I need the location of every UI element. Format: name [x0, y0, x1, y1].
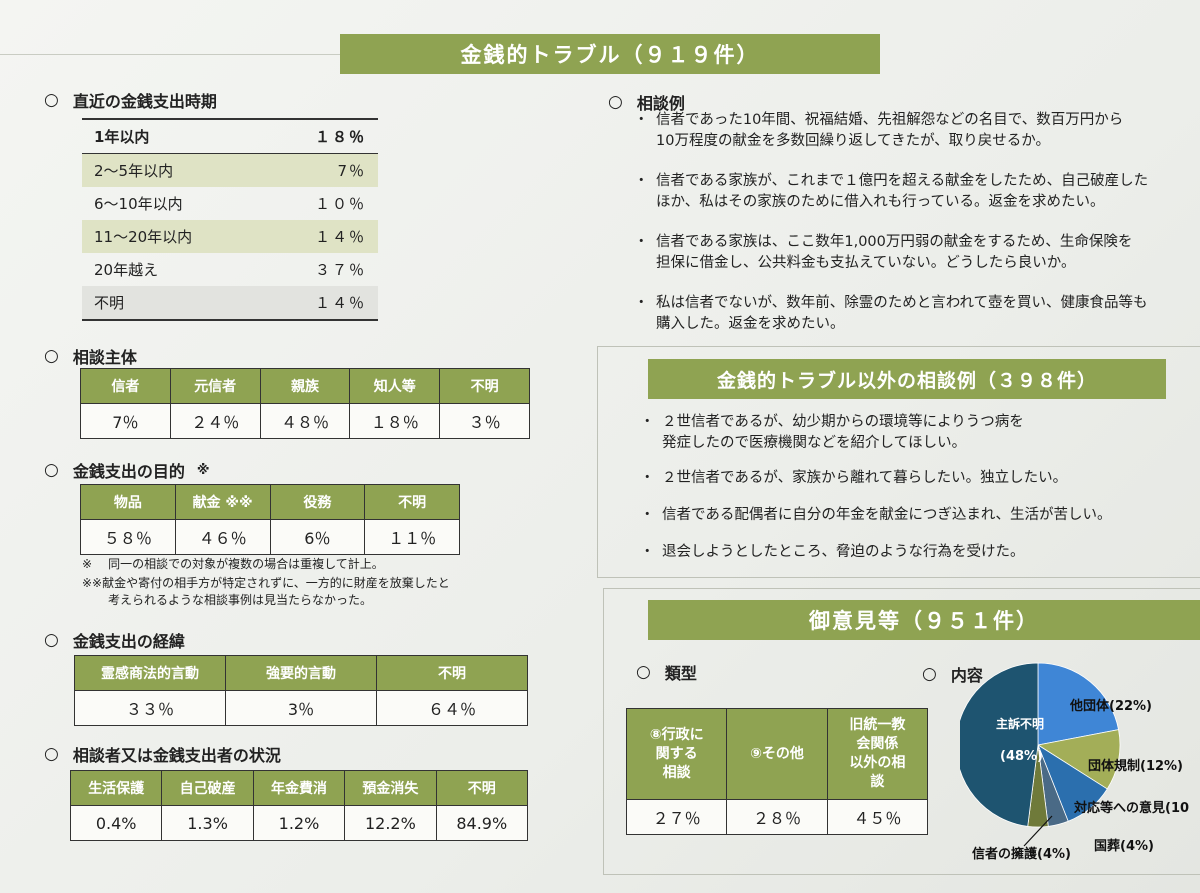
circle-bullet-icon: ○	[44, 630, 59, 650]
table-header-row: ⑧行政に 関する 相談 ⑨その他 旧統一教 会関係 以外の相 談	[625, 708, 929, 800]
leader-line	[1023, 815, 1053, 847]
subject-table: 信者 元信者 親族 知人等 不明 7％ ２４％ ４８％ １８％ ３％	[80, 368, 530, 439]
circle-bullet-icon: ○	[608, 92, 623, 112]
table-row: 7％ ２４％ ４８％ １８％ ３％	[80, 403, 530, 439]
table-row: ５８％ ４６％ 6％ １１％	[80, 519, 460, 555]
table-row: ３３％ 3％ ６４％	[74, 690, 528, 726]
table-row: 6～10年以内 １０％	[94, 195, 366, 213]
slice-label-response-opinion: 対応等への意見(10	[1073, 800, 1189, 816]
table-row: 20年越え ３７％	[94, 261, 366, 279]
circle-bullet-icon: ○	[44, 460, 59, 480]
bullet-dot-icon: ・	[634, 295, 649, 311]
other-title-banner: 金銭的トラブル以外の相談例（３９８件）	[648, 359, 1166, 399]
top-divider	[0, 54, 340, 55]
type-heading: ○ 類型	[636, 662, 697, 683]
circle-bullet-icon: ○	[44, 90, 59, 110]
status-heading: ○ 相談者又は金銭支出者の状況	[44, 744, 281, 765]
purpose-note-2: ※※献金や寄付の相手方が特定されずに、一方的に財産を放棄したと 考えられるような…	[82, 576, 450, 607]
bullet-dot-icon: ・	[640, 414, 655, 430]
main-title: 金銭的トラブル（９１９件）	[460, 43, 760, 67]
content-heading: ○ 内容	[922, 664, 983, 685]
circle-bullet-icon: ○	[44, 346, 59, 366]
list-item: ・ 退会しようとしたところ、脅迫のような行為を受けた。	[640, 542, 1190, 563]
main-title-banner: 金銭的トラブル（９１９件）	[340, 34, 880, 74]
list-item: ・ 信者である家族が、これまで１億円を超える献金をしたため、自己破産した ほか、私…	[634, 171, 1194, 213]
content-pie-chart: 主訴不明 (48%) 他団体(22%) 団体規制(12%) 対応等への意見(10…	[960, 662, 1189, 862]
table-row: 不明 １４％	[82, 286, 378, 320]
purpose-heading: ○ 金銭支出の目的 ※	[44, 460, 210, 481]
table-row: 0.4% 1.3% 1.2% 12.2% 84.9%	[69, 805, 529, 841]
type-table: ⑧行政に 関する 相談 ⑨その他 旧統一教 会関係 以外の相 談 ２７％ ２８％…	[625, 708, 929, 835]
table-header-row: 生活保護 自己破産 年金費消 預金消失 不明	[69, 770, 529, 806]
table-header-row: 信者 元信者 親族 知人等 不明	[80, 368, 530, 404]
bullet-dot-icon: ・	[634, 173, 649, 189]
slice-value-main: (48%)	[1000, 749, 1043, 764]
recent-heading: ○ 直近の金銭支出時期	[44, 90, 217, 111]
bullet-dot-icon: ・	[634, 234, 649, 250]
slice-label-other-groups: 他団体(22%)	[1069, 698, 1152, 714]
table-row: ２７％ ２８％ ４５％	[625, 799, 929, 835]
other-box	[597, 346, 1200, 578]
recent-table: 1年以内 １８％ 2～5年以内 7％ 6～10年以内 １０％ 11～20年以内 …	[82, 118, 378, 321]
list-item: ・ 信者であった10年間、祝福結婚、先祖解怨などの名目で、数百万円から 10万程度…	[634, 110, 1194, 152]
opinions-title: 御意見等（９５１件）	[809, 609, 1039, 633]
list-item: ・ 信者である配偶者に自分の年金を献金につぎ込まれ、生活が苦しい。	[640, 505, 1190, 526]
purpose-note-1: ※ 同一の相談での対象が複数の場合は重複して計上。	[82, 557, 384, 571]
examples-heading: ○ 相談例	[608, 92, 685, 113]
process-table: 霊感商法的言動 強要的言動 不明 ３３％ 3％ ６４％	[74, 655, 528, 726]
pie-slice	[1036, 729, 1121, 790]
purpose-table: 物品 献金 ※※ 役務 不明 ５８％ ４６％ 6％ １１％	[80, 484, 460, 555]
list-item: ・ ２世信者であるが、家族から離れて暮らしたい。独立したい。	[640, 468, 1190, 489]
opinions-title-banner: 御意見等（９５１件）	[648, 600, 1200, 640]
bullet-dot-icon: ・	[640, 544, 655, 560]
bullet-dot-icon: ・	[640, 470, 655, 486]
pie-slice	[960, 662, 1039, 827]
table-header-row: 霊感商法的言動 強要的言動 不明	[74, 655, 528, 691]
list-item: ・ 信者である家族は、ここ数年1,000万円弱の献金をするため、生命保険を 担保に…	[634, 232, 1194, 274]
table-row: 2～5年以内 7％	[82, 153, 378, 187]
slice-label-regulation: 団体規制(12%)	[1088, 758, 1183, 774]
bullet-dot-icon: ・	[640, 507, 655, 523]
process-heading: ○ 金銭支出の経緯	[44, 630, 185, 651]
other-title: 金銭的トラブル以外の相談例（３９８件）	[716, 369, 1097, 392]
table-header-row: 物品 献金 ※※ 役務 不明	[80, 484, 460, 520]
other-list: ・ ２世信者であるが、幼少期からの環境等によりうつ病を 発症したので医療機関などを…	[640, 412, 1190, 563]
slice-label-believer-defense: 信者の擁護(4%)	[972, 846, 1071, 862]
opinions-box	[603, 588, 1200, 875]
circle-bullet-icon: ○	[636, 662, 651, 682]
circle-bullet-icon: ○	[922, 664, 937, 684]
pie-slice	[1037, 662, 1120, 746]
status-table: 生活保護 自己破産 年金費消 預金消失 不明 0.4% 1.3% 1.2% 12…	[69, 770, 529, 841]
table-row: 1年以内 １８％	[82, 119, 378, 154]
list-item: ・ 私は信者でないが、数年前、除霊のためと言われて壺を買い、健康食品等も 購入した…	[634, 293, 1194, 335]
list-item: ・ ２世信者であるが、幼少期からの環境等によりうつ病を 発症したので医療機関などを…	[640, 412, 1190, 454]
examples-list: ・ 信者であった10年間、祝福結婚、先祖解怨などの名目で、数百万円から 10万程度…	[634, 110, 1194, 335]
slice-label-state-funeral: 国葬(4%)	[1094, 838, 1154, 854]
table-row: 11～20年以内 １４％	[82, 220, 378, 253]
bullet-dot-icon: ・	[634, 112, 649, 128]
circle-bullet-icon: ○	[44, 744, 59, 764]
slice-label-main: 主訴不明	[996, 716, 1044, 731]
subject-heading: ○ 相談主体	[44, 346, 137, 367]
